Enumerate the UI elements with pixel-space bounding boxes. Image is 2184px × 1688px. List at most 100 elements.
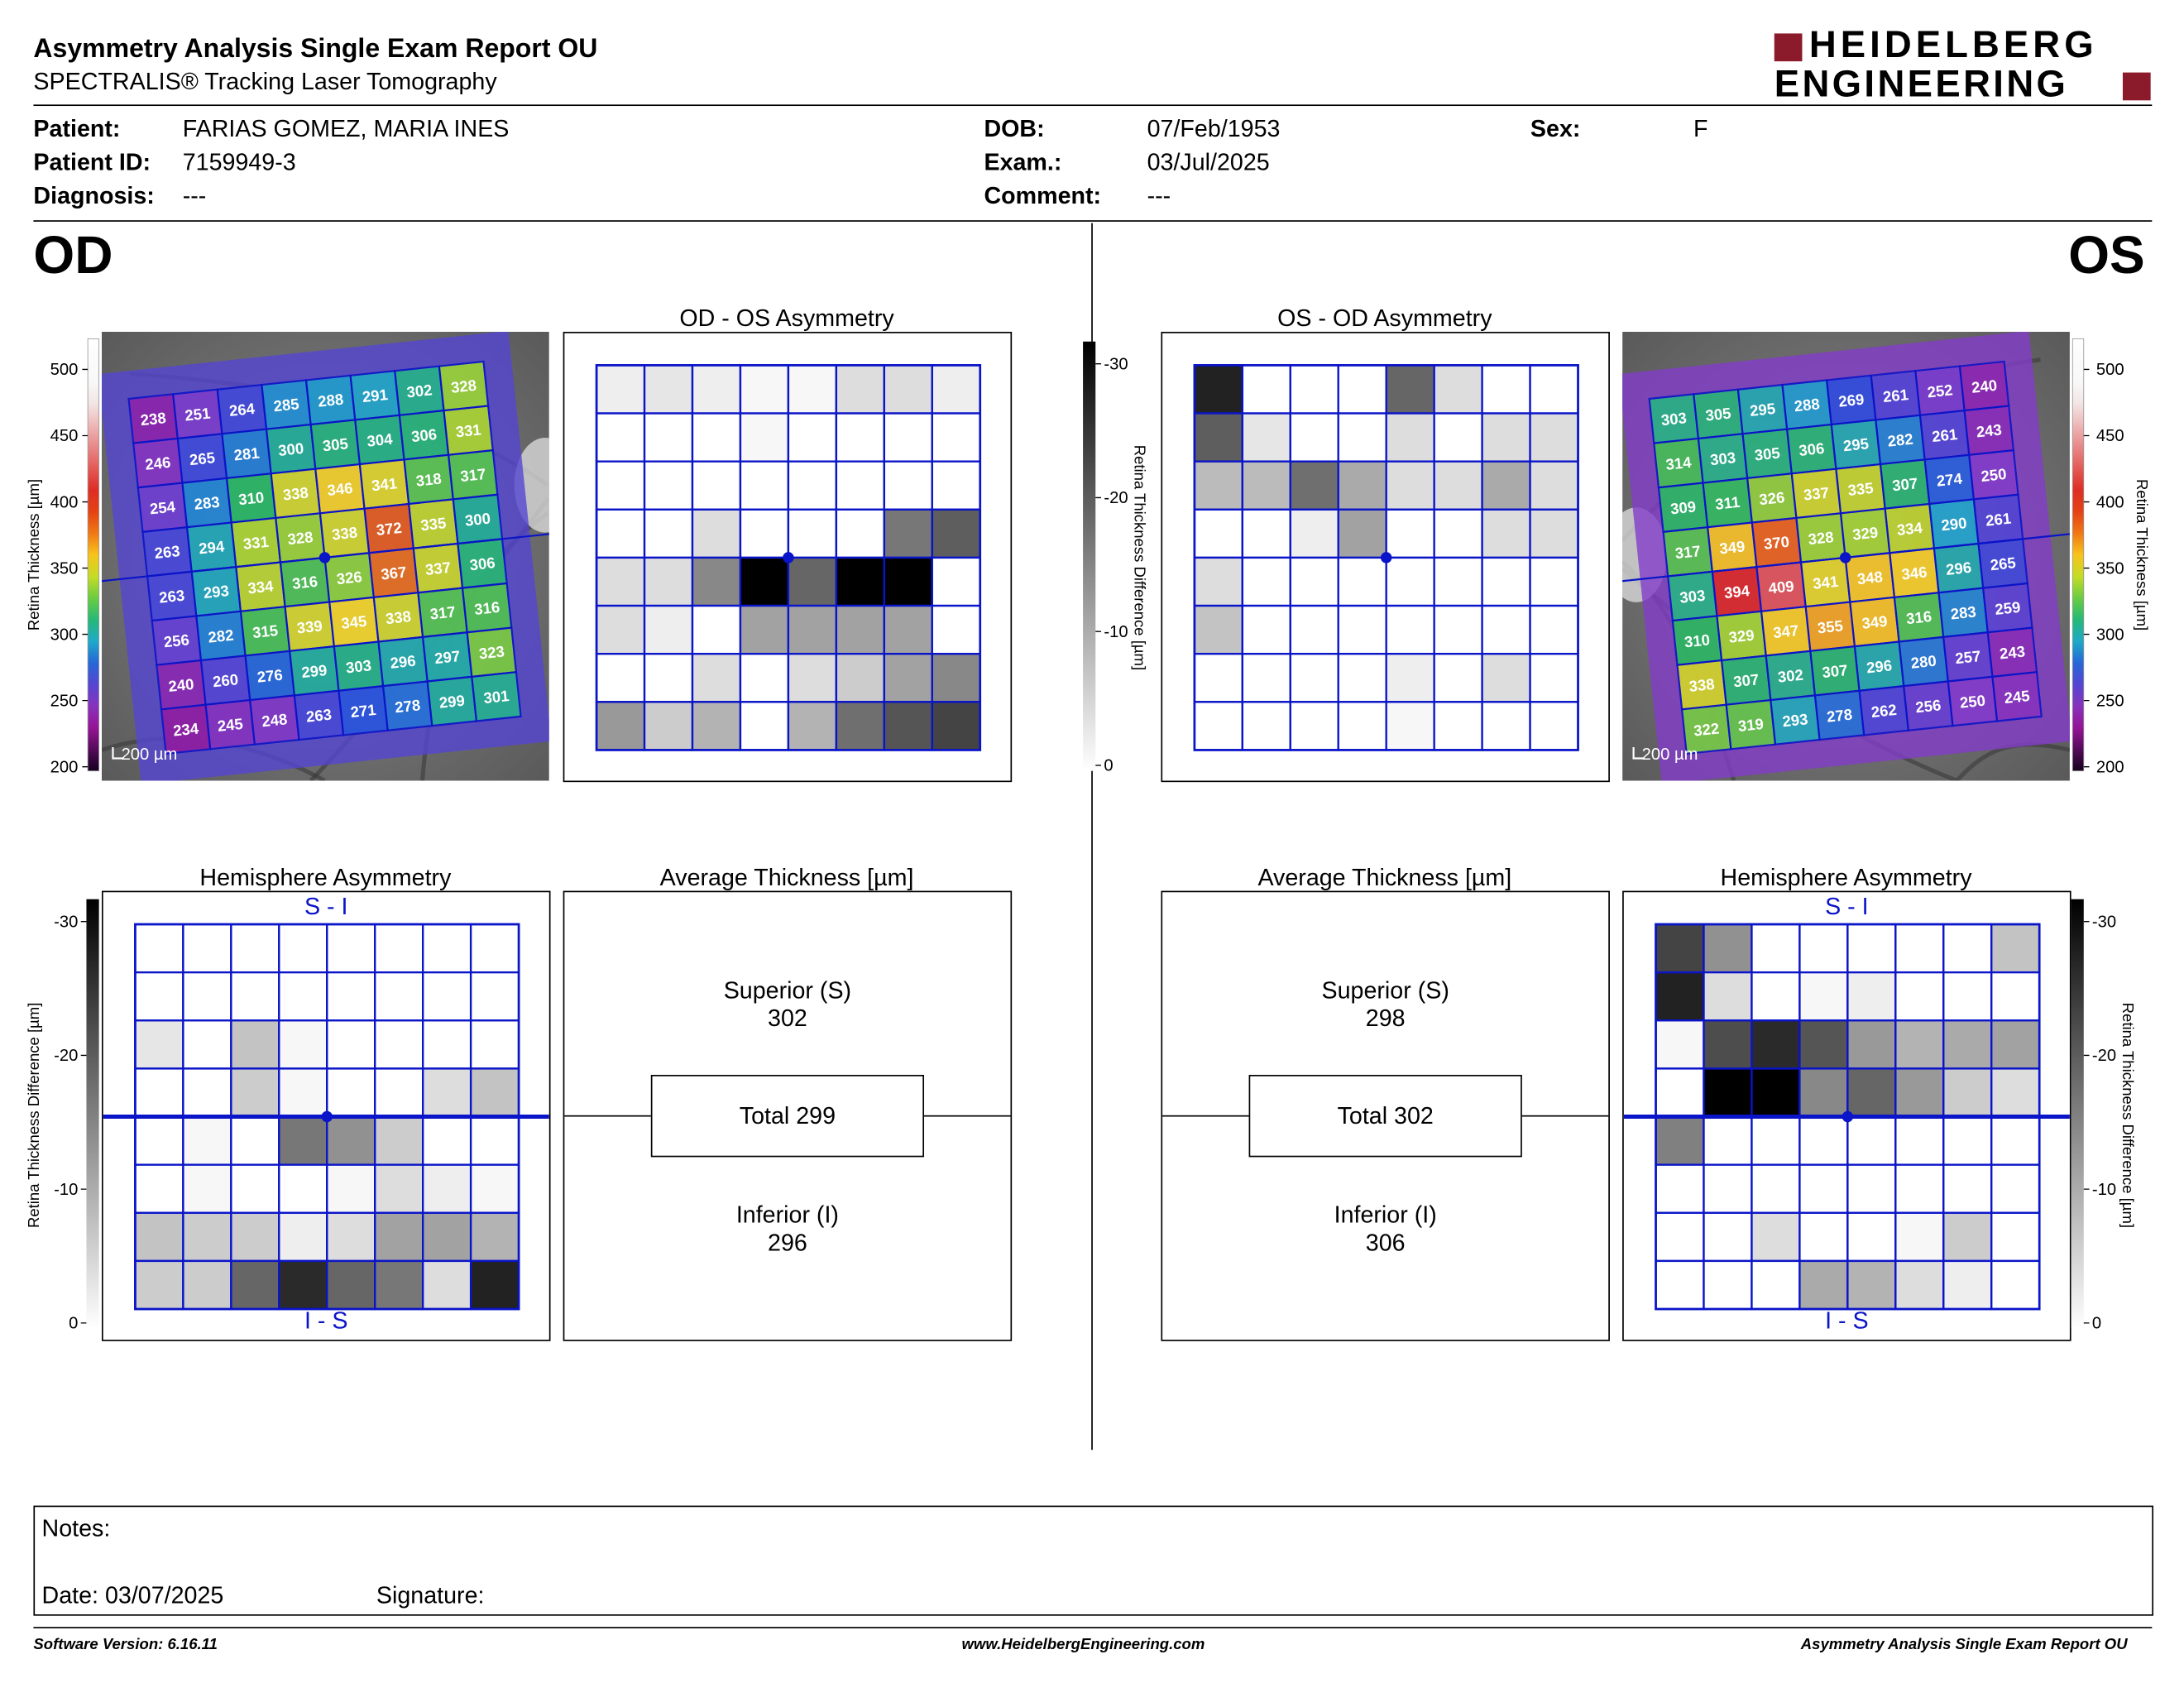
comment-value: --- — [1147, 182, 1171, 209]
os-asym-cell-r0-c6 — [1481, 364, 1531, 415]
os-asym-cell-r7-c3 — [1337, 701, 1387, 751]
os-asym-cell-r3-c0 — [1193, 508, 1244, 559]
os-thickness-value-r7-c1: 319 — [1737, 715, 1765, 735]
notes-box[interactable]: Notes: Date: 03/07/2025 Signature: — [33, 1505, 2154, 1616]
od-asym-cell-r7-c7 — [931, 701, 981, 751]
od-asym-cell-r2-c1 — [643, 460, 694, 511]
od-hbar-tick-label-2: -10 — [54, 1181, 78, 1199]
od-hemi-cell-r3-c6 — [421, 1067, 472, 1118]
report-subtitle: SPECTRALIS® Tracking Laser Tomography — [33, 68, 497, 95]
os-asym-cell-r6-c7 — [1529, 652, 1579, 703]
os-asym-cell-r7-c6 — [1481, 701, 1531, 751]
od-thickness-value-r3-c6: 335 — [419, 514, 447, 534]
os-hemi-cell-r5-c6 — [1942, 1163, 1993, 1214]
os-thickness-value-r0-c5: 261 — [1882, 386, 1909, 405]
os-asym-cell-r5-c5 — [1433, 604, 1483, 655]
od-hemi-cell-r0-c4 — [326, 923, 376, 974]
os-asym-cell-r3-c1 — [1241, 508, 1291, 559]
os-thickness-value-r1-c5: 282 — [1887, 430, 1914, 450]
od-asym-cell-r5-c4 — [787, 604, 838, 655]
os-hemi-cell-r4-c0 — [1655, 1115, 1705, 1166]
od-thickness-value-r5-c0: 256 — [163, 631, 190, 650]
os-tbar-tick-label-4: 300 — [2096, 626, 2124, 644]
od-hemi-cell-r3-c3 — [278, 1067, 328, 1118]
od-asym-cell-r1-c3 — [739, 412, 790, 463]
footer-website-link[interactable]: www.HeidelbergEngineering.com — [961, 1636, 1205, 1654]
os-thickness-value-r3-c1: 349 — [1718, 537, 1746, 557]
od-tbar-tick-label-3: 350 — [50, 559, 79, 578]
od-hemi-cell-r1-c4 — [326, 971, 376, 1022]
footer-software-version: Software Version: 6.16.11 — [33, 1636, 218, 1654]
os-hemi-cell-r0-c6 — [1942, 923, 1993, 974]
od-hemi-cell-r0-c3 — [278, 923, 328, 974]
od-thickness-value-r4-c0: 263 — [158, 587, 185, 607]
os-thickness-value-r6-c3: 307 — [1822, 661, 1849, 681]
od-thickness-value-r4-c5: 367 — [380, 563, 407, 583]
os-asym-cell-r5-c3 — [1337, 604, 1387, 655]
od-hemi-cell-r7-c0 — [134, 1259, 184, 1311]
os-asym-cell-r1-c5 — [1433, 412, 1483, 463]
od-asym-cell-r7-c3 — [739, 701, 790, 751]
od-hemi-cell-r6-c2 — [230, 1211, 280, 1263]
os-thickness-value-r6-c4: 296 — [1866, 656, 1893, 676]
notes-date: Date: 03/07/2025 — [41, 1582, 224, 1609]
od-asym-cell-r7-c0 — [595, 701, 646, 751]
od-asym-fovea-marker — [783, 552, 794, 563]
os-thickness-value-r6-c7: 243 — [1999, 642, 2026, 662]
od-hemi-cell-r4-c0 — [134, 1115, 184, 1166]
os-thickness-value-r0-c6: 252 — [1927, 381, 1954, 400]
dob-label: DOB: — [984, 115, 1045, 142]
od-asym-cell-r2-c6 — [883, 460, 933, 511]
os-thickness-value-r7-c4: 262 — [1870, 701, 1898, 721]
os-thickness-value-r4-c0: 303 — [1679, 587, 1706, 607]
os-thickness-value-r0-c1: 305 — [1704, 405, 1731, 424]
od-asym-cell-r5-c6 — [883, 604, 933, 655]
od-thickness-value-r2-c0: 254 — [149, 497, 177, 517]
od-thickness-value-r1-c4: 305 — [322, 434, 349, 454]
os-total-box: Total 302 — [1248, 1074, 1522, 1158]
os-thickness-value-r3-c4: 329 — [1851, 523, 1879, 543]
os-thickness-value-r2-c7: 250 — [1980, 465, 2007, 485]
os-asym-cell-r2-c7 — [1529, 460, 1579, 511]
od-asymmetry-title: OD - OS Asymmetry — [679, 305, 894, 332]
os-asym-fovea-marker — [1380, 552, 1392, 563]
od-thickness-value-r0-c4: 288 — [317, 391, 344, 410]
os-asym-cell-r4-c0 — [1193, 556, 1244, 607]
od-thickness-value-r0-c6: 302 — [405, 381, 433, 400]
os-hemi-cell-r4-c4 — [1846, 1115, 1897, 1166]
od-hbar-title: Retina Thickness Difference [µm] — [25, 1003, 42, 1228]
os-hemi-cell-r4-c1 — [1703, 1115, 1753, 1166]
heidelberg-logo: HEIDELBERG ENGINEERING — [1774, 26, 2158, 103]
os-asym-cell-r1-c2 — [1289, 412, 1339, 463]
signature-label: Signature: — [376, 1582, 485, 1609]
center-divider — [1091, 223, 1093, 1451]
os-hemi-cell-r0-c1 — [1703, 923, 1753, 974]
os-thickness-value-r7-c0: 322 — [1693, 719, 1720, 739]
od-asym-cell-r3-c4 — [787, 508, 838, 559]
od-hemi-cell-r0-c7 — [469, 923, 520, 974]
os-asym-cell-r7-c5 — [1433, 701, 1483, 751]
os-thickness-value-r2-c5: 307 — [1891, 474, 1918, 494]
os-asym-cell-r2-c6 — [1481, 460, 1531, 511]
os-asym-cell-r3-c3 — [1337, 508, 1387, 559]
os-thickness-value-r3-c6: 290 — [1940, 514, 1967, 534]
od-thickness-value-r0-c0: 238 — [140, 409, 167, 429]
od-asym-cell-r4-c4 — [787, 556, 838, 607]
od-thickness-value-r3-c2: 331 — [242, 533, 270, 553]
od-thickness-value-r5-c6: 317 — [429, 602, 457, 622]
os-thickness-value-r6-c2: 302 — [1777, 666, 1804, 686]
od-hemi-cell-r0-c5 — [374, 923, 424, 974]
od-hemi-cell-r3-c2 — [230, 1067, 280, 1118]
os-hemi-cell-r2-c0 — [1655, 1019, 1705, 1070]
od-hemi-colorbar: -30 -20 -10 0 Retina Thickness Difference [µ… — [25, 892, 100, 1341]
od-thickness-value-r2-c5: 341 — [371, 474, 398, 494]
od-thickness-value-r0-c1: 251 — [184, 405, 211, 424]
os-thickness-colorbar: 500 450 400 350 300 250 200 Retina Thickness [µ… — [2070, 332, 2153, 781]
od-hemi-cell-r2-c7 — [469, 1019, 520, 1070]
os-tbar-tick-label-1: 450 — [2096, 427, 2124, 445]
od-average-panel: Superior (S) 302 Total 299 Inferior (I) … — [563, 890, 1013, 1341]
os-tbar-tick-label-3: 350 — [2096, 559, 2124, 578]
od-asym-cell-r1-c6 — [883, 412, 933, 463]
od-thickness-value-r6-c3: 299 — [300, 661, 328, 681]
od-hemi-cell-r7-c2 — [230, 1259, 280, 1311]
